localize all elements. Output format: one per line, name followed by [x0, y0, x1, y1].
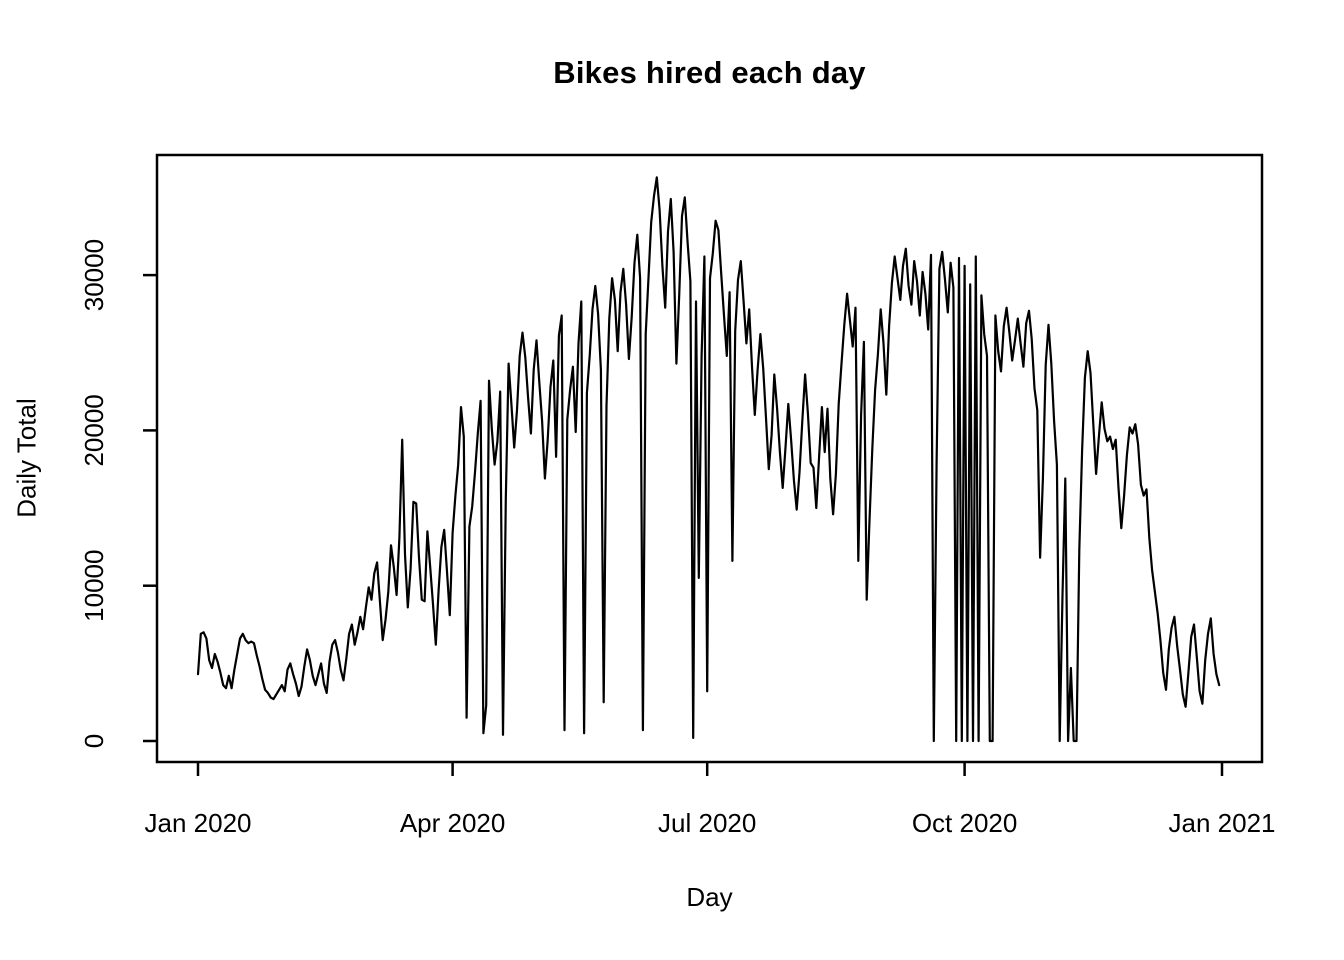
- x-tick-label: Jan 2020: [145, 808, 252, 838]
- y-tick-label: 10000: [79, 550, 109, 622]
- x-tick-label: Apr 2020: [400, 808, 506, 838]
- chart-title: Bikes hired each day: [553, 55, 866, 90]
- x-tick-label: Oct 2020: [912, 808, 1018, 838]
- y-tick-label: 30000: [79, 239, 109, 311]
- x-tick-label: Jan 2021: [1169, 808, 1276, 838]
- y-tick-label: 20000: [79, 394, 109, 466]
- plot-box: [155, 153, 1264, 764]
- data-line: [196, 176, 1221, 743]
- x-tick-label: Jul 2020: [658, 808, 756, 838]
- y-tick-label: 0: [79, 734, 109, 748]
- x-axis-title: Day: [686, 882, 733, 912]
- y-axis-title: Daily Total: [11, 398, 42, 518]
